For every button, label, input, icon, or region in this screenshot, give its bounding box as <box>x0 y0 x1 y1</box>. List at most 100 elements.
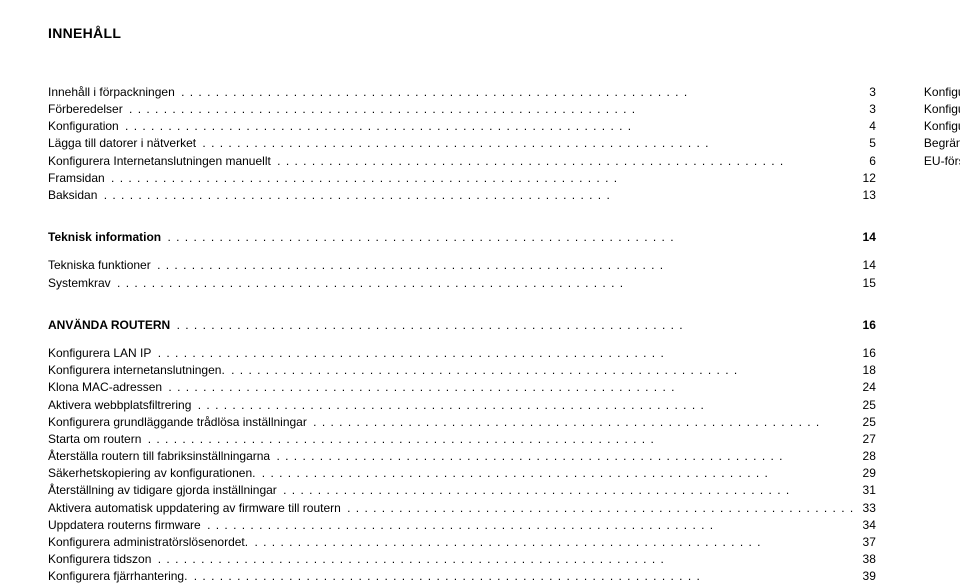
toc-label: Lägga till datorer i nätverket <box>48 135 196 151</box>
toc-entry: ANVÄNDA ROUTERN16 <box>48 317 876 333</box>
toc-page-number: 13 <box>861 187 876 203</box>
toc-page-number: 16 <box>861 345 876 361</box>
toc-page-number: 12 <box>861 170 876 186</box>
toc-entry: Klona MAC-adressen 24 <box>48 379 876 395</box>
toc-leader-dots <box>97 187 860 203</box>
toc-entry: Konfigurera LAN IP16 <box>48 345 876 361</box>
toc-label: Framsidan <box>48 170 105 186</box>
toc-leader-dots <box>162 379 860 395</box>
toc-entry: Konfigurera Internetanslutningen manuell… <box>48 153 876 169</box>
section-gap <box>48 292 876 316</box>
toc-entry: Säkerhetskopiering av konfigurationen. 29 <box>48 465 876 481</box>
toc-page-number: 38 <box>861 551 876 567</box>
toc-label: Konfigurera Internetanslutningen manuell… <box>48 153 271 169</box>
toc-leader-dots <box>151 551 860 567</box>
toc-leader-dots <box>105 170 861 186</box>
toc-label: Säkerhetskopiering av konfigurationen. <box>48 465 255 481</box>
toc-leader-dots <box>161 229 860 245</box>
toc-label: Tekniska funktioner <box>48 257 151 273</box>
toc-page-number: 33 <box>861 500 876 516</box>
toc-entry: Förberedelser 3 <box>48 101 876 117</box>
toc-page-number: 25 <box>861 414 876 430</box>
toc-page-number: 14 <box>861 229 876 245</box>
toc-leader-dots <box>175 84 867 100</box>
toc-label: Återställning av tidigare gjorda inställ… <box>48 482 277 498</box>
toc-page-number: 34 <box>861 517 876 533</box>
toc-entry: Starta om routern 27 <box>48 431 876 447</box>
toc-label: Aktivera automatisk uppdatering av firmw… <box>48 500 341 516</box>
page-title: INNEHÅLL <box>48 24 920 43</box>
toc-leader-dots <box>151 345 860 361</box>
toc-leader-dots <box>187 568 860 584</box>
section-gap <box>48 246 876 256</box>
toc-label: Systemkrav <box>48 275 111 291</box>
toc-label: Konfigurera grundläggande trådlösa instä… <box>48 414 307 430</box>
section-gap <box>48 334 876 344</box>
toc-label: Konfigurera fjärrhantering. <box>48 568 187 584</box>
toc-label: Konfigurera UPnP <box>924 84 960 100</box>
section-gap <box>48 204 876 228</box>
toc-page-number: 31 <box>861 482 876 498</box>
toc-left-column: Innehåll i förpackningen 3 Förberedelser 3 K… <box>48 83 876 586</box>
toc-page-number: 25 <box>861 397 876 413</box>
toc-page-number: 5 <box>867 135 876 151</box>
toc-leader-dots <box>111 275 861 291</box>
toc-page-number: 3 <box>867 101 876 117</box>
toc-page-number: 37 <box>861 534 876 550</box>
toc-label: Klona MAC-adressen <box>48 379 162 395</box>
toc-label: Baksidan <box>48 187 97 203</box>
toc-entry: Tekniska funktioner14 <box>48 257 876 273</box>
toc-leader-dots <box>191 397 860 413</box>
toc-page-number: 18 <box>861 362 876 378</box>
toc-entry: Framsidan 12 <box>48 170 876 186</box>
toc-entry: Aktivera webbplatsfiltrering 25 <box>48 397 876 413</box>
toc-leader-dots <box>141 431 860 447</box>
toc-entry: Konfigurera internetanslutningen. 18 <box>48 362 876 378</box>
toc-columns: Innehåll i förpackningen 3 Förberedelser 3 K… <box>48 83 920 586</box>
toc-label: Konfigurera internetanslutningen. <box>48 362 225 378</box>
toc-entry: Teknisk information 14 <box>48 229 876 245</box>
toc-page-number: 6 <box>867 153 876 169</box>
toc-leader-dots <box>170 317 860 333</box>
toc-label: Konfigurera självläkning <box>924 118 960 134</box>
toc-page-number: 3 <box>867 84 876 100</box>
toc-entry: Aktivera automatisk uppdatering av firmw… <box>48 500 876 516</box>
toc-label: Återställa routern till fabriksinställni… <box>48 448 270 464</box>
toc-leader-dots <box>248 534 860 550</box>
toc-entry: Konfigurera administratörslösenordet. 37 <box>48 534 876 550</box>
toc-entry: Återställning av tidigare gjorda inställ… <box>48 482 876 498</box>
toc-label: Konfigurera Eco-läge <box>924 101 960 117</box>
toc-entry: Innehåll i förpackningen 3 <box>48 84 876 100</box>
toc-label: Begränsad 2 års produktgaranti från Belk… <box>924 135 960 151</box>
toc-entry: Konfigurera självläkning41 <box>924 118 960 134</box>
toc-entry: Begränsad 2 års produktgaranti från Belk… <box>924 135 960 151</box>
toc-entry: Konfigurera Eco-läge40 <box>924 101 960 117</box>
toc-label: ANVÄNDA ROUTERN <box>48 317 170 333</box>
toc-label: Konfigurera tidszon <box>48 551 151 567</box>
toc-leader-dots <box>271 153 867 169</box>
toc-leader-dots <box>277 482 861 498</box>
toc-leader-dots <box>151 257 861 273</box>
toc-label: Förberedelser <box>48 101 123 117</box>
toc-right-column: Konfigurera UPnP40Konfigurera Eco-läge40… <box>924 83 960 586</box>
toc-leader-dots <box>225 362 861 378</box>
toc-page-number: 24 <box>861 379 876 395</box>
toc-page-number: 28 <box>861 448 876 464</box>
toc-leader-dots <box>307 414 861 430</box>
toc-label: Innehåll i förpackningen <box>48 84 175 100</box>
toc-label: Starta om routern <box>48 431 141 447</box>
toc-leader-dots <box>255 465 860 481</box>
toc-label: Teknisk information <box>48 229 161 245</box>
toc-leader-dots <box>341 500 861 516</box>
toc-label: Konfigurera administratörslösenordet. <box>48 534 248 550</box>
toc-page-number: 29 <box>861 465 876 481</box>
toc-leader-dots <box>201 517 861 533</box>
toc-entry: Konfigurera tidszon 38 <box>48 551 876 567</box>
toc-page-number: 39 <box>861 568 876 584</box>
toc-page-number: 4 <box>867 118 876 134</box>
toc-label: Aktivera webbplatsfiltrering <box>48 397 191 413</box>
toc-entry: Återställa routern till fabriksinställni… <box>48 448 876 464</box>
toc-leader-dots <box>270 448 860 464</box>
toc-page-number: 27 <box>861 431 876 447</box>
toc-entry: Konfigurera grundläggande trådlösa instä… <box>48 414 876 430</box>
